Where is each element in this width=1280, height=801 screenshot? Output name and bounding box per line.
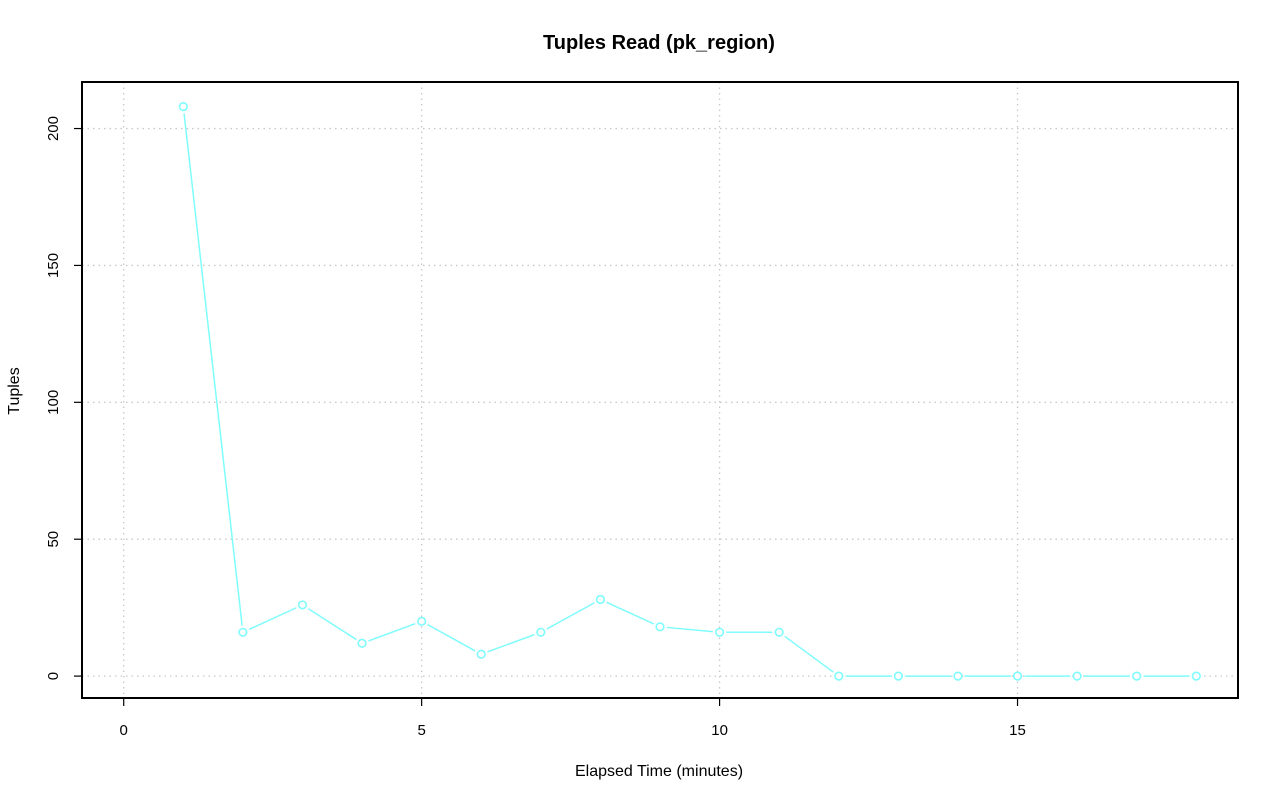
chart-title: Tuples Read (pk_region) (543, 32, 775, 54)
series (178, 102, 1201, 681)
y-tick-label: 150 (45, 253, 62, 278)
series-segment (606, 601, 655, 625)
y-tick-label: 200 (45, 116, 62, 141)
x-tick-label: 5 (417, 722, 425, 739)
data-point (1132, 671, 1142, 681)
series-segment (248, 607, 297, 631)
x-tick-label: 15 (1009, 722, 1026, 739)
data-point (1191, 671, 1201, 681)
series-segment (487, 633, 535, 653)
data-point (774, 627, 784, 637)
x-tick-label: 10 (711, 722, 728, 739)
data-point (953, 671, 963, 681)
data-point (595, 594, 606, 605)
series-segment (183, 113, 243, 626)
y-tick-label: 100 (45, 390, 62, 415)
series-segment (368, 622, 416, 642)
data-point (834, 671, 844, 681)
y-tick-label: 0 (45, 672, 62, 680)
data-point (893, 671, 903, 681)
series-segment (666, 626, 713, 633)
data-point (655, 622, 665, 632)
series-segment (546, 602, 595, 630)
data-point (476, 649, 486, 659)
data-point (417, 616, 427, 626)
data-point (1012, 671, 1023, 681)
data-point (1072, 671, 1082, 681)
data-point (536, 627, 546, 637)
series-segment (784, 635, 834, 673)
x-tick-label: 0 (120, 722, 128, 739)
grid-lines (82, 82, 1238, 698)
series-segment (307, 607, 357, 641)
data-point (238, 627, 248, 637)
y-axis-label: Tuples (6, 367, 23, 414)
y-tick-label: 50 (45, 531, 62, 548)
plot-frame (81, 81, 1239, 699)
x-axis-label: Elapsed Time (minutes) (575, 763, 743, 780)
series-segment (427, 623, 476, 652)
data-point (357, 638, 367, 648)
data-point (297, 600, 308, 610)
data-point (178, 102, 188, 112)
data-point (714, 627, 725, 637)
